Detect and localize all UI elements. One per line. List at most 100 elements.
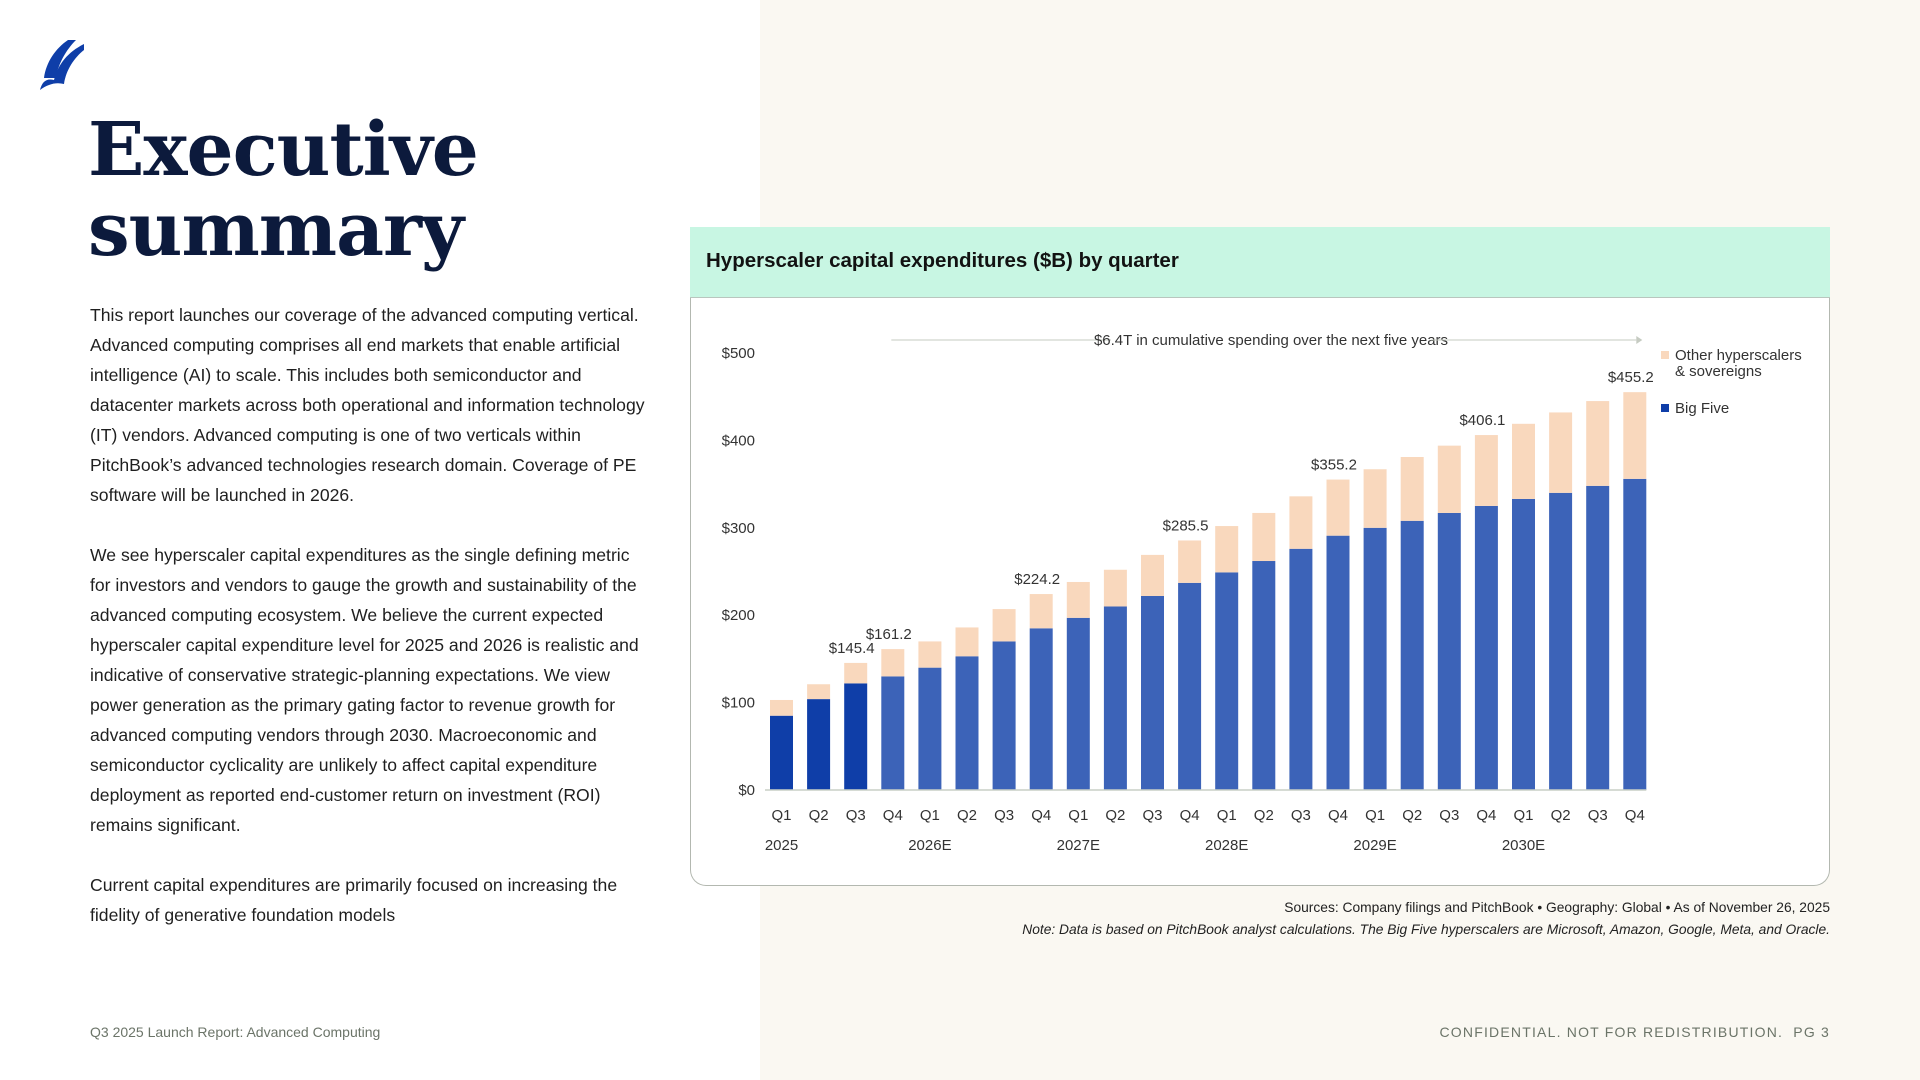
bar-big-five [1623,478,1647,790]
bar-big-five [770,715,793,790]
bar-other-hyperscalers [1141,554,1164,596]
y-tick-label: $200 [722,607,755,624]
paragraph: We see hyperscaler capital expenditures … [90,545,639,835]
x-tick-label: Q1 [1365,807,1385,824]
chart-body: $0 $100 $200 $300 $400 $500 Q1 Q2 Q3 Q4 Q1 Q2 Q3 Q4 Q1… [690,298,1830,886]
data-label: $355.2 [1311,457,1357,474]
x-tick-label: Q1 [920,807,940,824]
bar-other-hyperscalers [1326,479,1350,536]
bar-big-five [1178,582,1202,790]
bar-other-hyperscalers [1437,445,1461,513]
bar-big-five [1103,606,1127,790]
x-tick-label: Q4 [1328,807,1348,824]
bar-other-hyperscalers [770,699,793,716]
bar-big-five [1363,527,1387,790]
x-year-label: 2028E [1205,837,1248,854]
bar-other-hyperscalers [881,649,905,677]
bar-other-hyperscalers [1623,392,1647,479]
x-tick-label: Q3 [994,807,1014,824]
bar-other-hyperscalers [1289,496,1313,549]
bar-big-five [1326,535,1350,790]
x-tick-label: Q1 [1068,807,1088,824]
legend-swatch-other [1661,351,1669,359]
x-tick-label: Q1 [1217,807,1237,824]
bar-other-hyperscalers [1512,423,1535,499]
bar-other-hyperscalers [1066,581,1090,618]
bar-big-five [1549,492,1573,790]
pitchbook-logo-icon [40,40,84,90]
bar-other-hyperscalers [1178,540,1202,583]
x-tick-label: Q3 [1291,807,1311,824]
bar-big-five [1029,628,1053,790]
bar-other-hyperscalers [1363,469,1387,528]
y-tick-label: $400 [722,432,755,449]
x-tick-label: Q4 [1476,807,1496,824]
annotation-text: $6.4T in cumulative spending over the ne… [1094,332,1448,349]
chart-card: Hyperscaler capital expenditures ($B) by… [690,227,1830,886]
page-title-line-1: Executive [88,107,479,193]
bar-big-five [1066,617,1090,790]
x-tick-label: Q1 [1513,807,1533,824]
bar-other-hyperscalers [844,662,868,684]
bar-big-five [1512,498,1535,790]
x-tick-label: Q2 [1402,807,1422,824]
paragraph: Current capital expenditures are primari… [90,875,618,925]
bar-other-hyperscalers [918,641,942,668]
x-tick-label: Q4 [1031,807,1051,824]
footer-report-title: Q3 2025 Launch Report: Advanced Computin… [90,1024,381,1040]
bar-big-five [918,667,942,790]
bar-big-five [1586,485,1610,790]
x-tick-label: Q4 [883,807,903,824]
paragraph: This report launches our coverage of the… [90,305,645,505]
x-tick-label: Q3 [846,807,866,824]
bar-big-five [992,641,1016,790]
bar-other-hyperscalers [1586,401,1610,486]
chart-header: Hyperscaler capital expenditures ($B) by… [690,227,1830,298]
stacked-bar-chart: $0 $100 $200 $300 $400 $500 Q1 Q2 Q3 Q4 Q1 Q2 Q3 Q4 Q1… [722,332,1802,854]
bar-other-hyperscalers [1474,435,1498,506]
x-tick-label: Q4 [1180,807,1200,824]
bar-big-five [1215,572,1239,790]
x-tick-label: Q4 [1625,807,1645,824]
annotation-arrow-icon [1636,336,1643,344]
chart-sources: Sources: Company filings and PitchBook •… [1284,900,1830,915]
bar-other-hyperscalers [955,627,979,657]
bar-other-hyperscalers [1549,412,1573,493]
legend-label-other-1: Other hyperscalers [1675,347,1802,364]
page-title: Executive summary [88,107,479,270]
x-year-label: 2027E [1057,837,1100,854]
x-tick-label: Q2 [1551,807,1571,824]
footer-confidential: CONFIDENTIAL. NOT FOR REDISTRIBUTION. PG… [1439,1024,1830,1040]
bar-other-hyperscalers [1252,512,1276,562]
bar-big-five [1400,520,1424,790]
bar-big-five [844,683,868,790]
bar-other-hyperscalers [992,609,1016,642]
x-year-label: 2029E [1353,837,1396,854]
x-year-label: 2025 [765,837,798,854]
bar-big-five [1141,595,1164,790]
bar-other-hyperscalers [807,684,831,700]
data-label: $406.1 [1459,412,1505,429]
x-tick-label: Q1 [771,807,791,824]
x-year-label: 2030E [1502,837,1545,854]
y-tick-label: $100 [722,695,755,712]
legend-swatch-big-five [1661,404,1669,412]
chart-title: Hyperscaler capital expenditures ($B) by… [706,249,1179,272]
y-tick-label: $500 [722,345,755,362]
bar-big-five [1289,548,1313,790]
bar-other-hyperscalers [1215,526,1239,573]
data-label: $285.5 [1163,517,1209,534]
body-text: This report launches our coverage of the… [90,300,650,960]
bar-other-hyperscalers [1400,457,1424,521]
x-year-label: 2026E [908,837,951,854]
bar-big-five [881,676,905,790]
data-label: $145.4 [829,640,875,657]
bar-big-five [955,656,979,790]
y-tick-label: $300 [722,520,755,537]
x-tick-label: Q2 [809,807,829,824]
legend-label-other-2: & sovereigns [1675,363,1762,380]
x-tick-label: Q3 [1588,807,1608,824]
legend-label-big-five: Big Five [1675,400,1729,417]
data-label: $455.2 [1608,369,1654,386]
x-tick-label: Q2 [1254,807,1274,824]
